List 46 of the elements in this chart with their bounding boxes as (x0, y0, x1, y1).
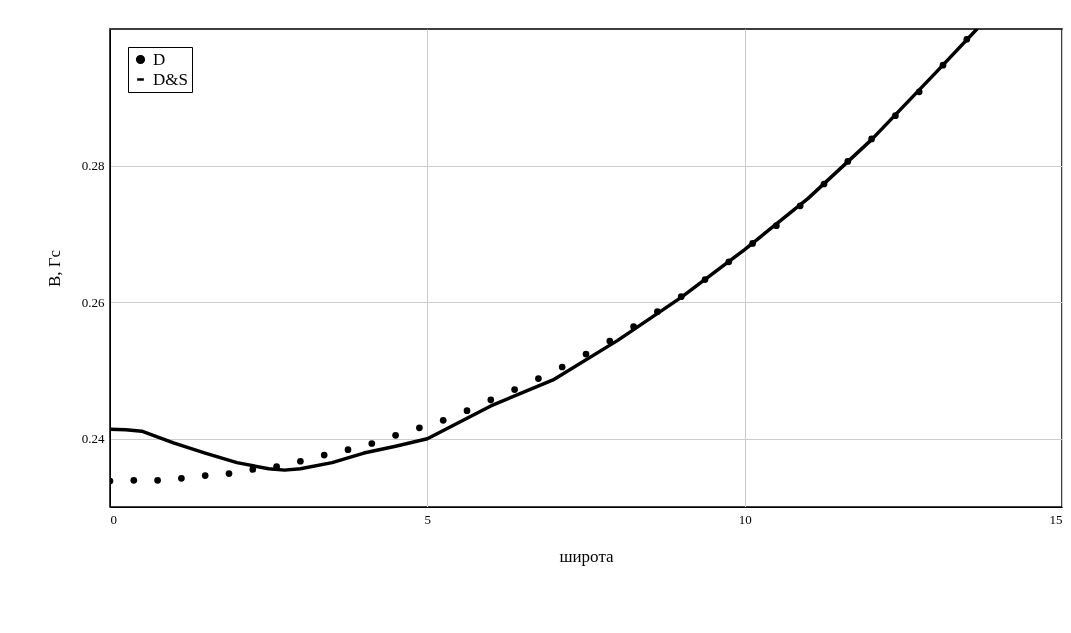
x-tick-label: 5 (424, 511, 432, 527)
point (535, 375, 542, 382)
point (320, 451, 328, 459)
legend-label: D (153, 49, 166, 69)
point (677, 293, 685, 301)
point (201, 472, 209, 479)
point (249, 466, 257, 473)
point (392, 431, 399, 439)
x-tick-label: 15 (1049, 511, 1063, 527)
legend-label: D&S (153, 69, 188, 89)
point (892, 112, 899, 120)
y-tick-label: 0.28 (81, 158, 105, 174)
point (796, 202, 804, 210)
point (463, 407, 471, 415)
x-tick-label: 0 (110, 511, 117, 527)
point (630, 323, 637, 331)
x-tick-label: 10 (738, 511, 752, 527)
point (701, 276, 709, 283)
point (844, 158, 852, 165)
point (749, 240, 756, 247)
point (178, 474, 185, 482)
point (297, 457, 304, 465)
point (773, 222, 780, 230)
point (915, 88, 923, 96)
point (654, 308, 661, 316)
point (725, 258, 733, 266)
point (606, 337, 614, 345)
point (868, 135, 875, 143)
point (154, 477, 161, 484)
x-axis-title: широта (559, 546, 615, 566)
point (416, 424, 423, 432)
point (130, 477, 138, 484)
point (820, 180, 828, 188)
y-tick-label: 0.24 (81, 431, 105, 447)
point (582, 350, 590, 358)
point (344, 446, 352, 453)
y-tick-label: 0.26 (81, 294, 105, 310)
point (963, 35, 971, 43)
point (439, 416, 447, 424)
point (511, 386, 518, 393)
point (368, 440, 376, 447)
y-axis-title: B, Гс (44, 249, 64, 288)
point (939, 61, 947, 69)
point (487, 396, 495, 404)
point (225, 470, 233, 477)
point (558, 363, 566, 371)
